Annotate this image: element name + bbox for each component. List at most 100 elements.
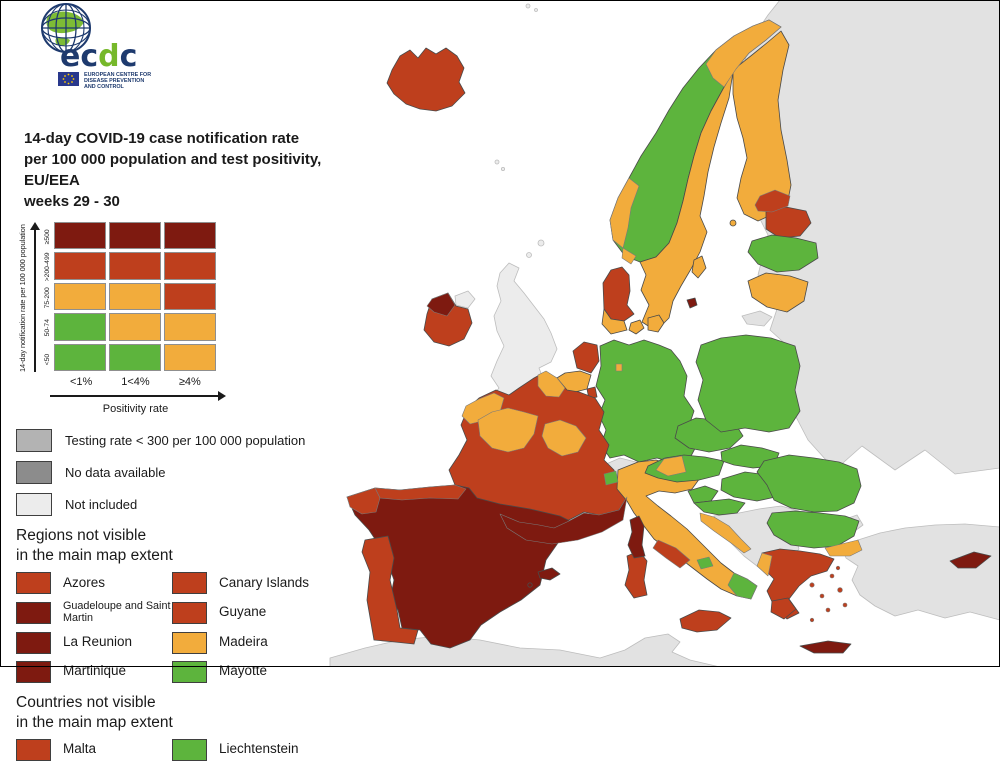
map-region-bulgaria (766, 510, 860, 549)
map-region-portugal (361, 535, 419, 645)
matrix-y-axis-arrow (29, 222, 41, 374)
legend-label: Testing rate < 300 per 100 000 populatio… (65, 433, 306, 448)
legend-item-no-data: No data available (16, 461, 344, 484)
map-region-orkney (526, 252, 532, 258)
map-region-iceland (386, 47, 466, 112)
map-region-spain-north-coast (374, 484, 467, 501)
map-region-crete (799, 640, 852, 654)
ecdc-wordmark: ecdc (60, 39, 137, 74)
matrix-cell (54, 313, 106, 341)
legend-label: Not included (65, 497, 138, 512)
map-region-croatia (693, 498, 746, 516)
legend-item-azores: Azores (16, 572, 172, 594)
legend-item-madeira: Madeira (172, 631, 344, 654)
map-region-funen (628, 319, 645, 335)
map-region-turkey (841, 523, 1000, 621)
ecdc-globe-icon (41, 3, 91, 53)
matrix-cell (164, 313, 216, 341)
legend-label: Canary Islands (219, 574, 310, 590)
europe-choropleth-map (329, 0, 1000, 667)
matrix-cell (164, 252, 216, 280)
map-region-aland (729, 219, 737, 227)
map-region-calabria (727, 572, 758, 600)
map-region-bornholm (686, 297, 698, 309)
legend-item-guyane: Guyane (172, 601, 344, 625)
status-legend: Testing rate < 300 per 100 000 populatio… (16, 429, 344, 516)
map-region-aegean-island (825, 607, 831, 613)
matrix-cell (54, 343, 106, 371)
map-region-corsica (627, 515, 646, 559)
title-line-3: weeks 29 - 30 (24, 193, 120, 210)
matrix-cell (164, 343, 216, 371)
map-region-netherlands (572, 341, 600, 374)
matrix-x-axis-arrow (50, 391, 226, 401)
map-region-aegean-island (835, 565, 841, 571)
map-region-bremen (615, 363, 623, 372)
legend-swatch (16, 660, 51, 683)
regions-section-heading: Regions not visible in the main map exte… (16, 527, 173, 564)
logo-subtitle-line1: EUROPEAN CENTRE FOR (84, 72, 151, 78)
matrix-grid (54, 222, 216, 374)
legend-label: Azores (63, 574, 106, 590)
map-region-greece-northeast (824, 539, 863, 557)
map-region-valle-daosta (603, 470, 619, 486)
matrix-row-label: ≥500 (44, 229, 51, 245)
matrix-row-label: 50-74 (44, 319, 51, 338)
map-region-sardinia (624, 550, 648, 599)
map-region-aegean-island (819, 593, 825, 599)
ecdc-logo: ecdc EUROPEAN CENTRE FOR DISEASE PREVENT… (41, 3, 151, 90)
eu-flag-icon (58, 72, 79, 86)
legend-swatch (16, 429, 52, 452)
matrix-cell (109, 313, 161, 341)
legend-label: Madeira (219, 634, 268, 650)
legend-swatch (172, 631, 207, 654)
matrix-cell (164, 282, 216, 311)
map-region-kaliningrad (741, 310, 773, 327)
map-region-aegean-island (809, 617, 815, 623)
legend-item-malta: Malta (16, 738, 172, 761)
matrix-cell (109, 343, 161, 371)
logo-subtitle-line3: AND CONTROL (84, 84, 125, 90)
map-region-tyrol (655, 455, 687, 477)
map-region-cyprus (949, 551, 992, 569)
matrix-cell (54, 222, 106, 250)
legend-item-testing-rate: Testing rate < 300 per 100 000 populatio… (16, 429, 344, 452)
map-region-peloponnese (770, 597, 797, 620)
title-line-1: 14-day COVID-19 case notification rate (24, 130, 300, 147)
map-region-svalbard (525, 3, 531, 9)
info-panel: ecdc EUROPEAN CENTRE FOR DISEASE PREVENT… (14, 2, 344, 761)
map-region-lithuania (747, 272, 809, 313)
map-region-faroe (500, 166, 505, 171)
legend-swatch (16, 601, 51, 624)
legend-swatch (172, 738, 207, 761)
legend-label: Guadeloupe and Saint Martin (63, 600, 171, 624)
map-region-aegean-island (829, 573, 835, 579)
legend-item-liechtenstein: Liechtenstein (172, 738, 344, 761)
map-region-hauts-de-france (537, 370, 566, 398)
matrix-cell (109, 222, 161, 250)
matrix-cell (54, 252, 106, 280)
legend-item-martinique: Martinique (16, 660, 172, 683)
map-region-norway-west (609, 177, 640, 249)
matrix-col-label: 1<4% (121, 376, 150, 388)
title-line-2: per 100 000 population and test positivi… (24, 151, 322, 189)
map-region-aegean-island (837, 587, 843, 593)
legend-swatch (16, 631, 51, 654)
legend-item-not-included: Not included (16, 493, 344, 516)
matrix-cell (54, 282, 106, 311)
map-region-sicily (679, 609, 732, 633)
countries-section-heading: Countries not visible in the main map ex… (16, 693, 173, 731)
map-region-greece-west (756, 552, 773, 577)
legend-item-la-reunion: La Reunion (16, 631, 172, 654)
map-region-svalbard (534, 8, 538, 12)
map-region-croatia-coast (699, 512, 752, 554)
map-region-aegean-island (842, 602, 848, 608)
regions-legend: Azores Canary Islands Guadeloupe and Sai… (16, 572, 344, 683)
matrix-row-label: <50 (44, 353, 51, 365)
matrix-row-label: 75-200 (44, 287, 51, 309)
risk-matrix-legend: 14-day notification rate per 100 000 pop… (16, 222, 344, 415)
map-region-poland (695, 334, 801, 433)
legend-item-guadeloupe: Guadeloupe and Saint Martin (16, 600, 172, 625)
legend-swatch (16, 461, 52, 484)
map-region-norway-south (621, 247, 637, 265)
